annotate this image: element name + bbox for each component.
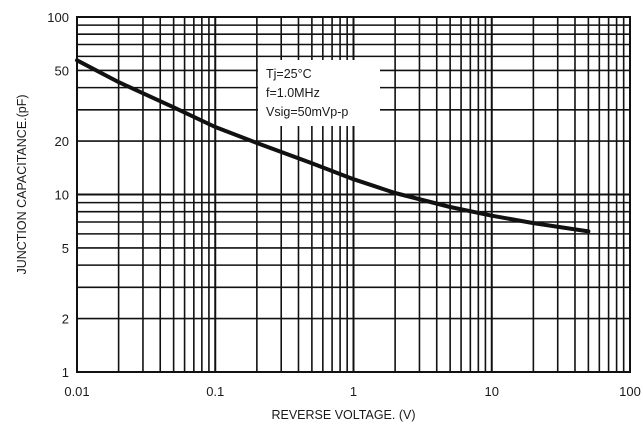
plot-frame — [76, 16, 631, 373]
x-axis-label: REVERSE VOLTAGE. (V) — [271, 408, 415, 422]
x-tick-labels: 0.01 0.1 1 10 100 — [64, 384, 641, 399]
series-group — [75, 58, 591, 234]
conditions-note-line: Vsig=50mVp-p — [266, 105, 348, 119]
y-tick-label: 20 — [55, 134, 69, 149]
conditions-note-line: Tj=25°C — [266, 67, 312, 81]
y-axis-label: JUNCTION CAPACITANCE.(pF) — [15, 94, 29, 274]
y-tick-label: 100 — [47, 10, 69, 25]
conditions-note: Tj=25°C f=1.0MHz Vsig=50mVp-p — [258, 60, 380, 126]
y-tick-label: 2 — [62, 312, 69, 327]
conditions-note-background — [258, 60, 380, 126]
y-tick-labels: 100 50 20 10 5 2 1 — [47, 10, 69, 380]
y-tick-label: 5 — [62, 241, 69, 256]
x-tick-label: 1 — [350, 384, 357, 399]
conditions-note-line: f=1.0MHz — [266, 86, 320, 100]
x-tick-label: 10 — [485, 384, 499, 399]
y-tick-label: 10 — [55, 188, 69, 203]
y-tick-label: 1 — [62, 365, 69, 380]
capacitance-curve — [75, 58, 591, 234]
x-tick-label: 0.1 — [206, 384, 224, 399]
x-tick-label: 0.01 — [64, 384, 89, 399]
y-tick-label: 50 — [55, 63, 69, 78]
x-tick-label: 100 — [619, 384, 641, 399]
